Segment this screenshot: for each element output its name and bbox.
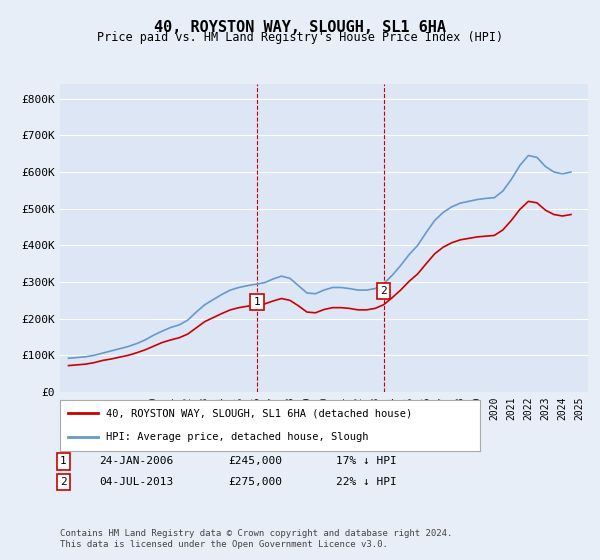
Text: 17% ↓ HPI: 17% ↓ HPI — [336, 456, 397, 466]
Text: 1: 1 — [254, 297, 260, 307]
Text: 40, ROYSTON WAY, SLOUGH, SL1 6HA: 40, ROYSTON WAY, SLOUGH, SL1 6HA — [154, 20, 446, 35]
Text: 24-JAN-2006: 24-JAN-2006 — [99, 456, 173, 466]
Text: Contains HM Land Registry data © Crown copyright and database right 2024.
This d: Contains HM Land Registry data © Crown c… — [60, 529, 452, 549]
Text: 1: 1 — [60, 456, 67, 466]
Text: HPI: Average price, detached house, Slough: HPI: Average price, detached house, Slou… — [106, 432, 368, 442]
Text: 2: 2 — [380, 286, 387, 296]
Text: £245,000: £245,000 — [228, 456, 282, 466]
Text: 40, ROYSTON WAY, SLOUGH, SL1 6HA (detached house): 40, ROYSTON WAY, SLOUGH, SL1 6HA (detach… — [106, 408, 412, 418]
Text: 04-JUL-2013: 04-JUL-2013 — [99, 477, 173, 487]
Text: Price paid vs. HM Land Registry's House Price Index (HPI): Price paid vs. HM Land Registry's House … — [97, 31, 503, 44]
Text: 22% ↓ HPI: 22% ↓ HPI — [336, 477, 397, 487]
Text: 2: 2 — [60, 477, 67, 487]
Text: £275,000: £275,000 — [228, 477, 282, 487]
